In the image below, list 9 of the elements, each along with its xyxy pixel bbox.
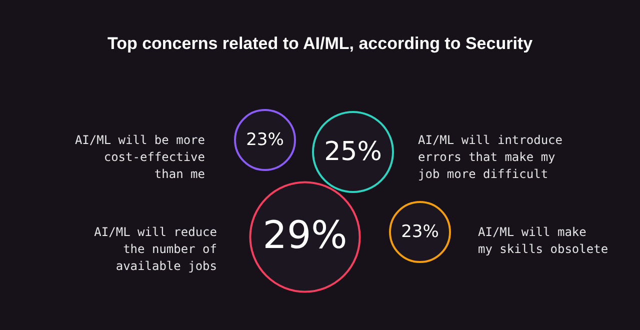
category-label: AI/ML will be more cost-effective than me (74, 133, 205, 181)
data-label: 23% (246, 130, 284, 150)
category-label: AI/ML will make my skills obsolete (478, 225, 608, 256)
text: Top concerns related to AI/ML, according to Security (107, 34, 534, 53)
category-label: AI/ML will introduce errors that make my job more difficult (418, 133, 562, 181)
data-label: 23% (401, 222, 439, 242)
data-label: 25% (324, 137, 382, 167)
data-label: 29% (262, 213, 348, 257)
category-label: AI/ML will reduce the number of available jobs (94, 225, 217, 273)
